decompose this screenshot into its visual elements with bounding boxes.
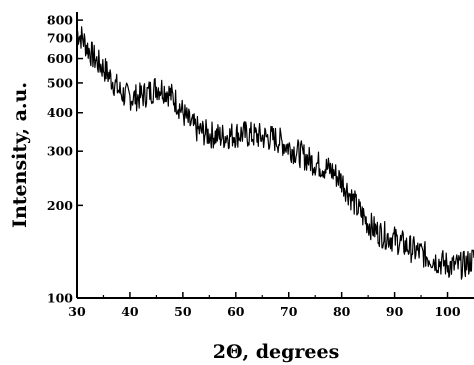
- x-ticks: 30 40 50 60 70 80 90 100: [68, 292, 461, 319]
- x-tick-label: 70: [280, 304, 298, 319]
- series-line: [76, 26, 474, 280]
- y-tick-label: 700: [47, 30, 73, 45]
- x-tick-label: 60: [227, 304, 245, 319]
- x-tick-label: 50: [174, 304, 192, 319]
- y-tick-label: 800: [47, 13, 73, 28]
- y-tick-label: 100: [47, 291, 73, 306]
- x-tick-label: 100: [434, 304, 460, 319]
- x-tick-label: 30: [68, 304, 86, 319]
- y-tick-label: 500: [47, 75, 73, 90]
- x-tick-label: 40: [121, 304, 139, 319]
- y-tick-label: 300: [47, 144, 73, 159]
- y-tick-label: 600: [47, 51, 73, 66]
- y-tick-label: 200: [47, 198, 73, 213]
- y-tick-label: 400: [47, 105, 73, 120]
- x-tick-label: 90: [386, 304, 404, 319]
- y-axis-title: Intensity, a.u.: [9, 82, 31, 228]
- x-tick-label: 80: [333, 304, 351, 319]
- x-axis-title: 2Θ, degrees: [213, 341, 340, 363]
- y-ticks: 100 200 300 400 500 600 700 800: [47, 13, 83, 306]
